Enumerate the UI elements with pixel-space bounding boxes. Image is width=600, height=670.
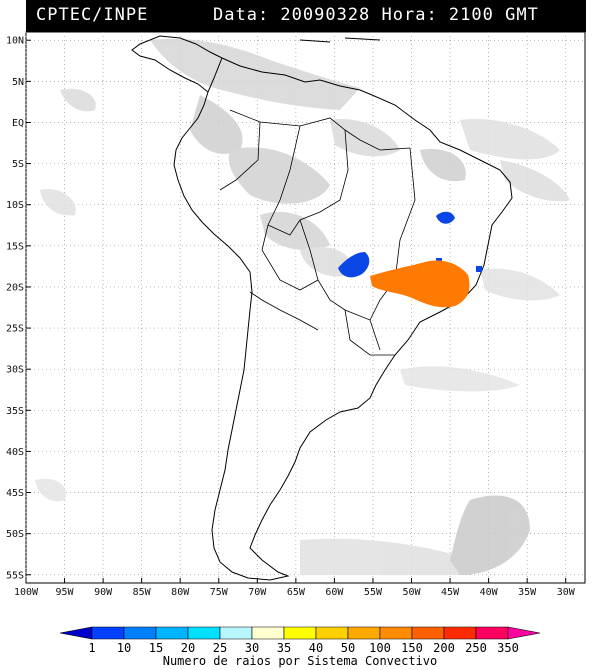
lon-tick-label: 95W: [56, 587, 75, 598]
lon-tick-label: 90W: [94, 587, 113, 598]
colorbar-swatch: [155, 626, 189, 640]
orange-system: [370, 260, 470, 308]
colorbar-swatch: [283, 626, 317, 640]
colorbar-tick-label: 200: [433, 641, 455, 655]
lon-tick-label: 75W: [210, 587, 229, 598]
lon-tick-label: 50W: [402, 587, 421, 598]
colorbar-tick-label: 250: [465, 641, 487, 655]
colorbar-tick-label: 20: [180, 641, 196, 655]
lon-tick-label: 65W: [287, 587, 306, 598]
lon-tick-label: 30W: [557, 587, 576, 598]
lat-tick-label: 20S: [6, 282, 24, 293]
lon-tick-label: 35W: [518, 587, 537, 598]
lat-tick-label: 45S: [6, 488, 24, 499]
colorbar-tick-label: 50: [340, 641, 356, 655]
colorbar-swatch: [187, 626, 221, 640]
lon-tick-label: 100W: [14, 587, 39, 598]
colorbar-swatch: [443, 626, 477, 640]
colorbar-swatch: [507, 626, 541, 640]
lon-tick-label: 85W: [133, 587, 152, 598]
lat-tick-label: 40S: [6, 447, 24, 458]
colorbar-tick-label: 25: [212, 641, 228, 655]
colorbar-tick-label: 30: [244, 641, 260, 655]
coastline: [131, 35, 513, 581]
lat-tick-label: 35S: [6, 406, 24, 417]
country-borders: [219, 109, 416, 356]
lat-tick-label: 55S: [6, 570, 24, 581]
header-bar: CPTEC/INPE Data: 20090328 Hora: 2100 GMT: [26, 0, 586, 32]
lat-tick-label: 30S: [6, 365, 24, 376]
colorbar-swatch: [123, 626, 157, 640]
blue-system-east: [476, 266, 482, 272]
colorbar-tick-label: 1: [88, 641, 96, 655]
central-america-coast: [131, 35, 223, 93]
colorbar-tick-label: 15: [148, 641, 164, 655]
blue-system-northeast: [436, 211, 455, 224]
blue-system-west: [338, 252, 370, 278]
lat-tick-label: 5N: [12, 77, 24, 88]
lat-tick-label: 5S: [12, 159, 24, 170]
lat-tick-label: EQ: [12, 118, 24, 129]
colorbar-swatch: [347, 626, 381, 640]
lon-tick-label: 55W: [364, 587, 383, 598]
colorbar-swatch: [475, 626, 509, 640]
lat-tick-label: 15S: [6, 241, 24, 252]
colorbar-tick-label: 35: [276, 641, 292, 655]
colorbar-swatch: [91, 626, 125, 640]
colorbar-swatch: [315, 626, 349, 640]
lat-tick-label: 25S: [6, 324, 24, 335]
colorbar: [59, 626, 541, 640]
colorbar-tick-label: 10: [116, 641, 132, 655]
convective-systems: [338, 211, 482, 308]
caribbean-islands: [299, 37, 381, 43]
colorbar-swatch: [219, 626, 253, 640]
latitude-labels: 10N 5N EQ 5S 10S 15S 20S 25S 30S 35S 40S 45S 50S 55S: [6, 36, 24, 582]
lat-tick-label: 10S: [6, 200, 24, 211]
colorbar-tick-label: 150: [401, 641, 423, 655]
colorbar-swatch: [411, 626, 445, 640]
colorbar-title: Numero de raios por Sistema Convectivo: [162, 654, 438, 668]
longitude-labels: 100W 95W 90W 85W 80W 75W 70W 65W 60W 55W 50W 45W 40W…: [14, 587, 576, 598]
lon-tick-label: 40W: [480, 587, 499, 598]
lon-tick-label: 45W: [441, 587, 460, 598]
colorbar-swatch: [251, 626, 285, 640]
colorbar-tick-label: 40: [308, 641, 324, 655]
colorbar-swatch: [379, 626, 413, 640]
date-time-stamp: Data: 20090328 Hora: 2100 GMT: [213, 5, 539, 25]
agency-label: CPTEC/INPE: [36, 5, 149, 25]
cloud-cover: [35, 38, 570, 575]
colorbar-tick-label: 350: [497, 641, 519, 655]
colorbar-swatch: [59, 626, 93, 640]
lon-tick-label: 70W: [248, 587, 267, 598]
lon-tick-label: 60W: [325, 587, 344, 598]
lat-tick-label: 10N: [6, 36, 24, 47]
colorbar-tick-label: 100: [369, 641, 391, 655]
south-america-coast: [173, 57, 513, 581]
lat-tick-label: 50S: [6, 529, 24, 540]
lon-tick-label: 80W: [171, 587, 190, 598]
